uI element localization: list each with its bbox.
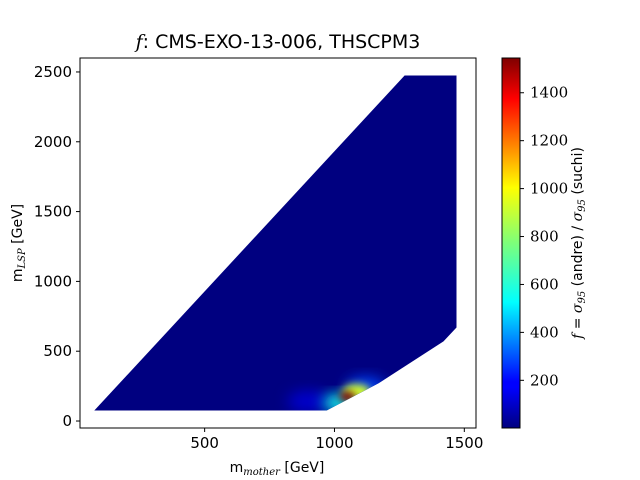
chart-title: f: CMS-EXO-13-006, THSCPM3: [134, 31, 421, 53]
y-tick-label-2000: 2000: [34, 133, 72, 151]
plot-area: 500 1000 1500 0 500 1000 1500 2000 2500: [34, 57, 483, 452]
y-tick-label-0: 0: [62, 412, 72, 430]
plot-frame: [79, 57, 477, 429]
y-tick-label-1500: 1500: [34, 203, 72, 221]
colorbar-tick-label-1400: 1400: [530, 84, 568, 102]
x-tick-label-500: 500: [190, 434, 219, 452]
y-ticks: 0 500 1000 1500 2000 2500: [34, 63, 80, 430]
y-tick-label-500: 500: [43, 342, 72, 360]
colorbar-label: f = σ95 (andre) / σ95 (suchi): [570, 147, 588, 340]
colorbar-tick-label-200: 200: [530, 371, 559, 389]
data-region: [94, 75, 457, 411]
x-axis-label: mmother [GeV]: [230, 460, 325, 478]
hotspot-0: [287, 390, 330, 411]
hotspot-4: [339, 391, 356, 402]
x-tick-label-1500: 1500: [445, 434, 483, 452]
y-tick-label-2500: 2500: [34, 63, 72, 81]
y-axis-label: mLSP [GeV]: [10, 204, 28, 282]
colorbar-tick-label-1000: 1000: [530, 180, 568, 198]
colorbar-tick-label-800: 800: [530, 228, 559, 246]
title-italic: f: [134, 31, 146, 53]
colorbar-tick-label-400: 400: [530, 323, 559, 341]
colorbar: 200 400 600 800 1000 1200 1400: [501, 57, 568, 429]
colorbar-ticks: 200 400 600 800 1000 1200 1400: [520, 84, 568, 389]
y-tick-label-1000: 1000: [34, 272, 72, 290]
colorbar-gradient: [501, 57, 521, 429]
x-tick-label-1000: 1000: [315, 434, 353, 452]
colorbar-tick-label-600: 600: [530, 275, 559, 293]
x-ticks: 500 1000 1500: [190, 428, 483, 452]
title-text: : CMS-EXO-13-006, THSCPM3: [143, 31, 421, 53]
colorbar-tick-label-1200: 1200: [530, 132, 568, 150]
